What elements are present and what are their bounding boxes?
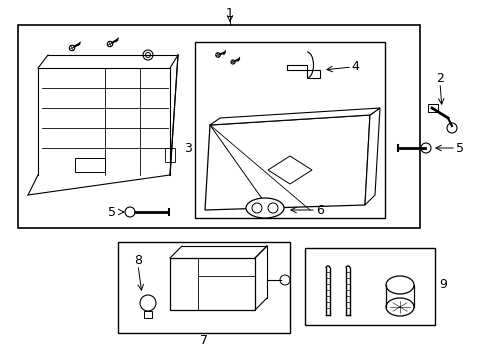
Polygon shape [286, 65, 319, 78]
Ellipse shape [385, 298, 413, 316]
Polygon shape [209, 108, 379, 125]
Text: 1: 1 [225, 6, 233, 19]
Bar [164, 148, 175, 162]
Bar [143, 311, 152, 318]
Bar [18, 25, 419, 228]
Bar [170, 258, 254, 310]
Bar [427, 104, 437, 112]
Bar [305, 248, 434, 325]
Bar [118, 242, 289, 333]
Polygon shape [364, 108, 379, 205]
Text: 5: 5 [455, 141, 463, 154]
Text: 2: 2 [435, 72, 443, 85]
Ellipse shape [385, 276, 413, 294]
Ellipse shape [245, 198, 284, 218]
Text: 8: 8 [134, 253, 142, 266]
Text: 7: 7 [200, 333, 207, 346]
Bar [195, 42, 384, 218]
Bar [75, 158, 105, 172]
Text: 4: 4 [350, 59, 358, 72]
Text: 6: 6 [315, 203, 323, 216]
Text: 3: 3 [183, 141, 192, 154]
Text: 9: 9 [438, 279, 446, 292]
Polygon shape [204, 115, 369, 210]
Text: 5: 5 [108, 206, 116, 219]
